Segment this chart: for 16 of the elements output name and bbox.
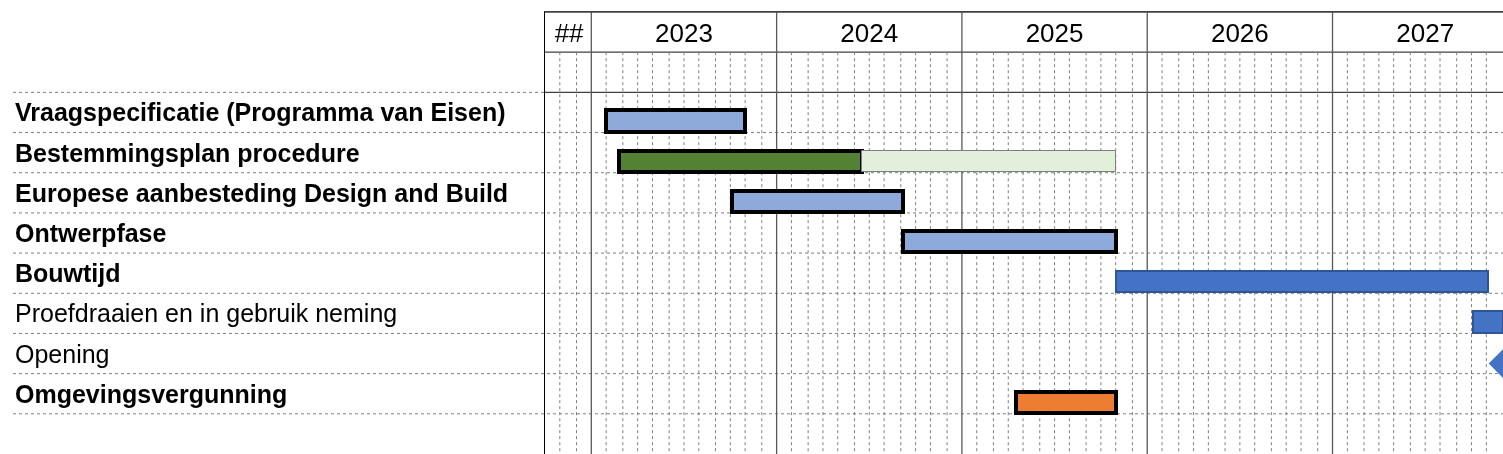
y-tick-label: Omgevingsvergunning	[15, 380, 288, 408]
y-tick-label: Ontwerpfase	[15, 219, 167, 247]
y-tick-label: Vraagspecificatie (Programma van Eisen)	[15, 98, 506, 126]
x-tick-label: 2025	[1025, 18, 1084, 49]
bar	[1115, 270, 1489, 293]
y-tick-label: Bestemmingsplan procedure	[15, 139, 360, 167]
x-tick-label: 2027	[1396, 18, 1455, 49]
y-tick-label: Proefdraaien en in gebruik neming	[15, 299, 398, 327]
x-tick-label: 2023	[655, 18, 713, 49]
x-tick-label: 2026	[1210, 18, 1269, 49]
x-tick-label: 2024	[840, 18, 899, 49]
y-tick-label: Europese aanbesteding Design and Build	[15, 179, 509, 207]
bar	[1472, 310, 1503, 334]
x-tick-label: ##	[554, 18, 585, 49]
y-tick-label: Opening	[15, 340, 110, 368]
y-tick-label: Bouwtijd	[15, 259, 121, 287]
